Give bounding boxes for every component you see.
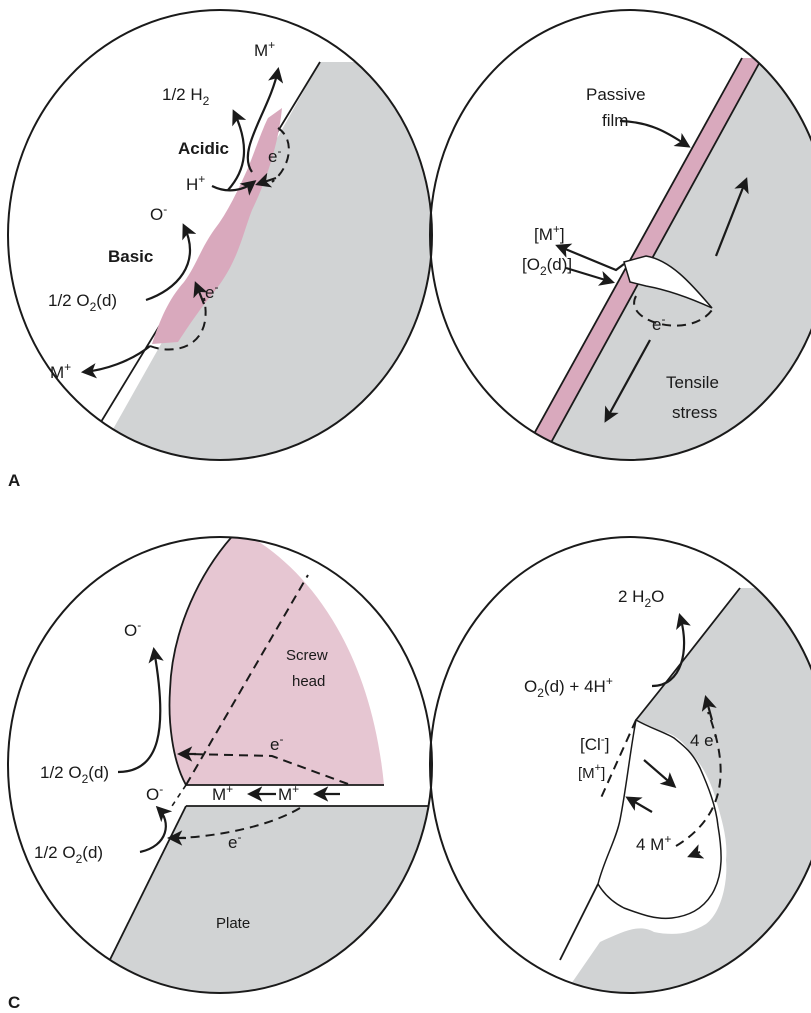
label-screw: Screw <box>286 647 328 664</box>
panel-a: M+ 1/2 H2 Acidic e- H+ O- Basic 1/2 O2(d… <box>7 9 433 490</box>
panel-letter-c: C <box>8 993 20 1012</box>
label-half-o2-top: 1/2 O2(d) <box>40 763 109 786</box>
label-m-plus: [M+] <box>534 222 565 244</box>
label-four-m: 4 M+ <box>636 832 671 854</box>
label-plate: Plate <box>216 915 250 932</box>
label-head: head <box>292 673 325 690</box>
label-film: film <box>602 111 628 130</box>
plate <box>90 806 432 993</box>
label-e-minus: e- <box>652 312 665 334</box>
label-passive: Passive <box>586 85 646 104</box>
label-tensile: Tensile <box>666 373 719 392</box>
metal-region <box>536 58 811 460</box>
label-e-bottom: e- <box>205 280 218 302</box>
label-o-minus-mid: O- <box>146 782 163 804</box>
corrosion-pit <box>597 718 722 920</box>
label-acidic: Acidic <box>178 139 229 158</box>
label-m-plus-bottom: M+ <box>50 360 71 382</box>
panel-b: Passive film [M+] [O2(d)] e- Tensile str… <box>429 9 811 461</box>
label-half-o2: 1/2 O2(d) <box>48 291 117 314</box>
panel-c: Screw head O- 1/2 O2(d) e- O- M+ M+ 1/2 … <box>7 536 433 1012</box>
label-o2-h: O2(d) + 4H+ <box>524 674 613 700</box>
label-o2: [O2(d)] <box>522 255 572 278</box>
label-four-e: 4 e- <box>690 728 718 750</box>
metal-region <box>90 62 432 460</box>
panel-d: 2 H2O O2(d) + 4H+ [Cl-] 4 e- [M+] 4 M+ <box>429 536 811 994</box>
label-m-plus-left: M+ <box>212 782 233 804</box>
label-basic: Basic <box>108 247 153 266</box>
label-cl: [Cl-] <box>580 732 610 754</box>
screw-head <box>169 537 384 785</box>
metal-region <box>560 588 811 993</box>
label-m-plus-top: M+ <box>254 38 275 60</box>
label-e-top: e- <box>268 144 281 166</box>
label-e-top: e- <box>270 732 283 754</box>
label-o-minus-top: O- <box>124 618 141 640</box>
label-m-plus-right: M+ <box>278 782 299 804</box>
label-h-plus: H+ <box>186 172 205 194</box>
label-half-h2: 1/2 H2 <box>162 85 210 108</box>
label-water: 2 H2O <box>618 587 664 610</box>
label-o-minus: O- <box>150 202 167 224</box>
panel-letter-a: A <box>8 471 20 490</box>
stress-crack <box>623 255 713 309</box>
label-half-o2-bottom: 1/2 O2(d) <box>34 843 103 866</box>
label-stress: stress <box>672 403 717 422</box>
label-e-bottom: e- <box>228 830 241 852</box>
label-m-plus: [M+] <box>578 762 605 782</box>
